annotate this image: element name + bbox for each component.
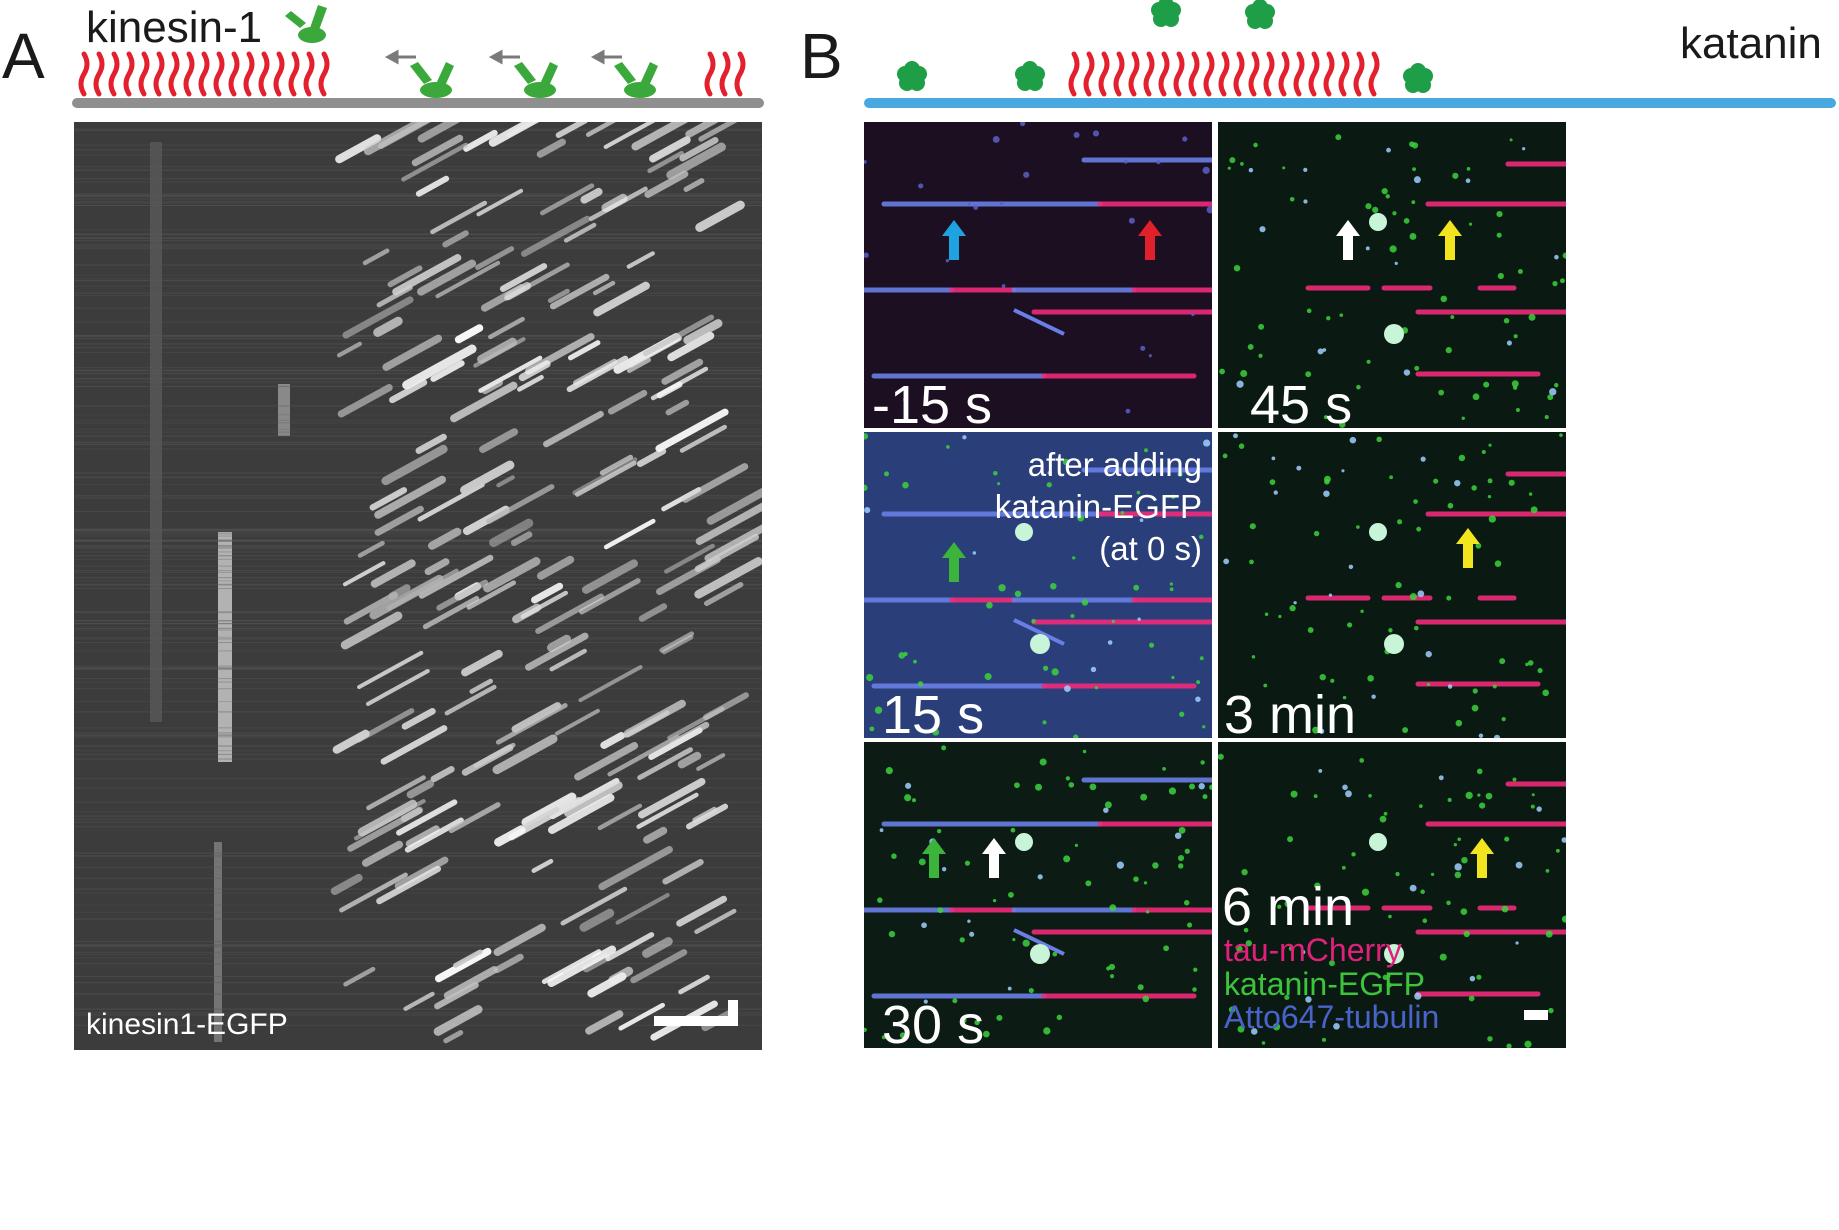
indicator-arrow-icon: [1336, 220, 1360, 260]
microtubule-bar-b: [864, 98, 1836, 108]
scale-bar-a-vertical: [728, 1000, 738, 1026]
scale-bar-a: [654, 1016, 738, 1026]
micrograph-15s: after adding katanin-EGFP (at 0 s) 15 s: [864, 432, 1212, 738]
legend-katanin: katanin-EGFP: [1224, 968, 1439, 1002]
indicator-arrow-icon: [942, 220, 966, 260]
panel-a-letter: A: [2, 24, 45, 88]
kinesin-kymograph: kinesin1-EGFP: [74, 122, 762, 1050]
katanin-icon: [1245, 0, 1275, 29]
tau-patch-icon: [1071, 54, 1377, 94]
timepoint-label: 15 s: [882, 688, 984, 738]
panel-b-schematic: [862, 0, 1839, 125]
timepoint-label: 6 min: [1222, 880, 1354, 934]
micrograph-45s: 45 s: [1218, 122, 1566, 428]
indicator-arrow-icon: [1138, 220, 1162, 260]
kymograph-label: kinesin1-EGFP: [86, 1008, 288, 1042]
indicator-arrow-icon: [1438, 220, 1462, 260]
micrograph-30s: 30 s: [864, 742, 1212, 1048]
katanin-icon: [897, 61, 927, 91]
direction-arrow-icons: [388, 52, 622, 62]
indicator-arrow-icon: [942, 542, 966, 582]
katanin-icons: [897, 0, 1433, 93]
timepoint-label: -15 s: [872, 378, 992, 428]
kinesin-icon-3: [614, 62, 658, 98]
channel-legend: tau-mCherry katanin-EGFP Atto647-tubulin: [1224, 934, 1439, 1035]
timepoint-label: 45 s: [1250, 378, 1352, 428]
katanin-icon: [1403, 63, 1433, 93]
legend-tau: tau-mCherry: [1224, 934, 1439, 968]
panel-b-letter: B: [800, 24, 843, 88]
panel-a-schematic: [70, 0, 770, 125]
kinesin-icon-2: [514, 62, 558, 98]
indicator-arrow-icon: [922, 838, 946, 878]
scale-bar-b: [1524, 1010, 1548, 1020]
timepoint-label: 3 min: [1224, 688, 1356, 738]
micrograph-minus15s: -15 s: [864, 122, 1212, 428]
micrograph-6min: 6 min tau-mCherry katanin-EGFP Atto647-t…: [1218, 742, 1566, 1048]
microtubule-bar-a: [72, 98, 764, 108]
kinesin-icon-label: [285, 5, 327, 43]
indicator-arrow-icon: [982, 838, 1006, 878]
katanin-addition-note: after adding katanin-EGFP (at 0 s): [995, 444, 1202, 570]
indicator-arrow-icon: [1470, 838, 1494, 878]
indicator-arrow-icon: [1456, 528, 1480, 568]
legend-tubulin: Atto647-tubulin: [1224, 1001, 1439, 1035]
timepoint-label: 30 s: [882, 998, 984, 1048]
micrograph-3min: 3 min: [1218, 432, 1566, 738]
kinesin-icon-1: [410, 62, 454, 98]
katanin-icon: [1151, 0, 1181, 27]
katanin-icon: [1015, 61, 1045, 91]
